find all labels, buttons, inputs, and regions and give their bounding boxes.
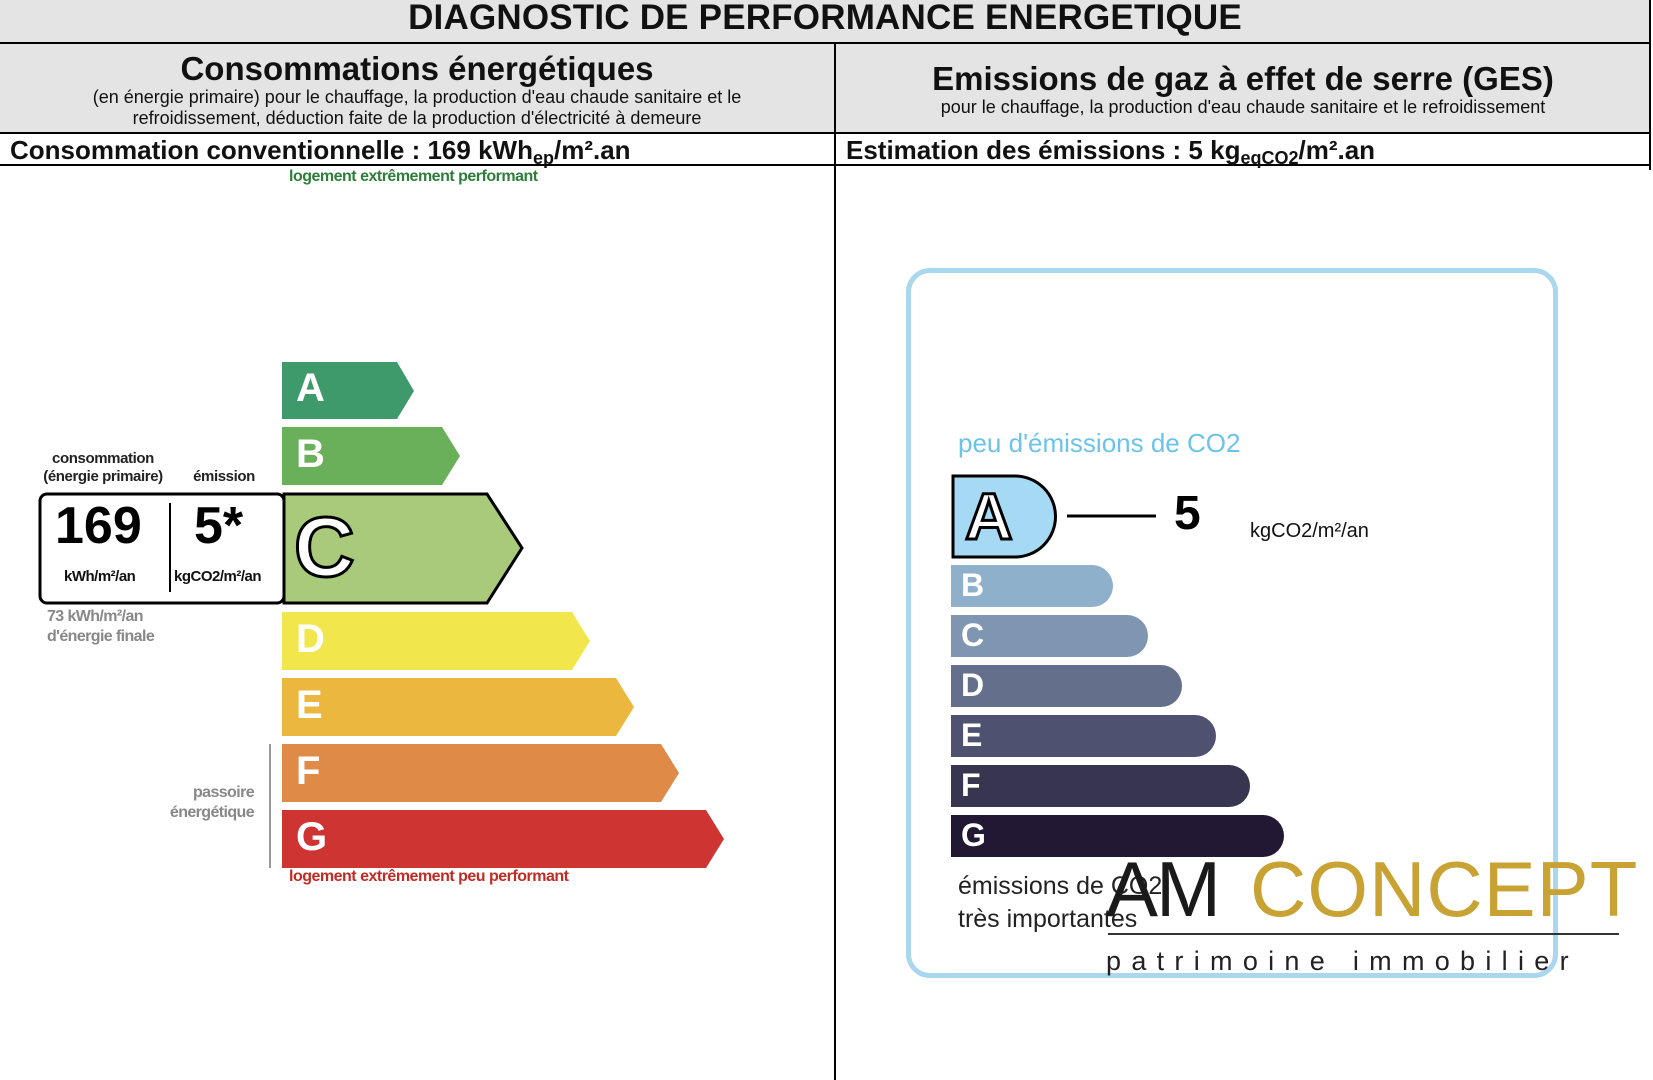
ges-bar-f <box>951 765 1250 807</box>
energy-bar-b <box>282 427 460 485</box>
energy-letter-b: B <box>296 432 325 476</box>
logo-divider <box>1108 933 1619 935</box>
ges-bar-g <box>951 815 1284 857</box>
energy-summary-suffix: /m².an <box>553 135 631 165</box>
emission-label: émission <box>193 468 255 485</box>
final-energy: 73 kWh/m²/an d'énergie finale <box>47 607 155 647</box>
energy-header: Consommations énergétiques (en énergie p… <box>0 44 834 134</box>
energy-label-bottom: logement extrêmement peu performant <box>289 868 569 885</box>
ges-letter-e: E <box>961 717 983 753</box>
page-title-banner: DIAGNOSTIC DE PERFORMANCE ENERGETIQUE <box>0 0 1650 44</box>
ges-header: Emissions de gaz à effet de serre (GES) … <box>836 44 1650 134</box>
consumption-label: consommation (énergie primaire) <box>36 450 170 486</box>
energy-bar-g <box>282 810 724 868</box>
energy-letter-g: G <box>296 815 328 859</box>
energy-summary: Consommation conventionnelle : 169 kWhep… <box>0 134 834 168</box>
energy-bar-a <box>282 362 414 419</box>
logo-concept: CONCEPT <box>1250 845 1639 933</box>
column-divider <box>834 44 836 1080</box>
ges-summary-prefix: Estimation des émissions : 5 kg <box>846 135 1241 165</box>
energy-summary-prefix: Consommation conventionnelle : 169 kWh <box>10 135 533 165</box>
ges-label-bottom-line1: émissions de CO2 <box>958 872 1163 900</box>
ges-letter-g: G <box>961 817 986 853</box>
passoire-label: passoire énergétique <box>150 783 255 823</box>
ges-bar-d <box>951 665 1182 707</box>
energy-subtitle-line1: (en énergie primaire) pour le chauffage,… <box>92 87 742 107</box>
ges-label-bottom: émissions de CO2 très importantes <box>958 870 1162 936</box>
passoire-line2: énergétique <box>169 804 255 821</box>
energy-bar-d <box>282 612 590 670</box>
ges-value: 5 <box>1174 487 1201 540</box>
energy-letter-a: A <box>296 366 325 410</box>
energy-subtitle-line2: refroidissement, déduction faite de la p… <box>132 108 702 128</box>
final-energy-line1: 73 kWh/m²/an <box>47 608 144 625</box>
energy-letter-c: C <box>293 499 357 596</box>
energy-summary-sub: ep <box>532 148 554 168</box>
final-energy-line2: d'énergie finale <box>47 628 155 645</box>
ges-label-top: peu d'émissions de CO2 <box>958 428 1241 458</box>
ges-bar-b <box>951 565 1113 607</box>
consumption-label-line2: (énergie primaire) <box>43 468 163 485</box>
ges-unit: kgCO2/m²/an <box>1250 520 1369 542</box>
ges-letter-f: F <box>961 767 981 803</box>
right-border <box>1649 0 1651 170</box>
ges-letter-a: A <box>964 479 1015 554</box>
energy-letter-d: D <box>296 617 325 661</box>
energy-heading: Consommations énergétiques <box>180 50 654 87</box>
energy-label-top: logement extrêmement performant <box>289 168 538 185</box>
ges-bar-e <box>951 715 1216 757</box>
ges-letter-d: D <box>961 667 985 703</box>
ges-panel <box>906 268 1558 978</box>
energy-bar-e <box>282 678 634 736</box>
consumption-value: 169 <box>55 497 142 555</box>
energy-value-box <box>38 492 286 605</box>
consumption-unit: kWh/m²/an <box>64 568 136 585</box>
emission-unit: kgCO2/m²/an <box>174 568 262 585</box>
ges-summary: Estimation des émissions : 5 kgeqCO2/m².… <box>836 134 1650 168</box>
ges-bar-c <box>951 615 1148 657</box>
ges-heading: Emissions de gaz à effet de serre (GES) <box>932 60 1554 97</box>
logo-am: AM <box>1106 845 1221 933</box>
ges-subtitle: pour le chauffage, la production d'eau c… <box>940 97 1546 117</box>
energy-bar-f <box>282 744 679 802</box>
passoire-line1: passoire <box>192 784 255 801</box>
ges-bar-a <box>951 474 1057 559</box>
ges-letter-c: C <box>961 617 985 653</box>
energy-letter-e: E <box>296 683 323 727</box>
consumption-label-line1: consommation <box>52 450 154 467</box>
ges-label-bottom-line2: très importantes <box>958 905 1138 933</box>
ges-summary-sub: eqCO2 <box>1240 148 1299 168</box>
ges-letter-b: B <box>961 567 985 603</box>
logo-tagline: patrimoine immobilier <box>1106 946 1579 976</box>
page-title: DIAGNOSTIC DE PERFORMANCE ENERGETIQUE <box>408 0 1242 37</box>
emission-value: 5* <box>194 497 244 555</box>
energy-letter-f: F <box>296 749 321 793</box>
ges-summary-suffix: /m².an <box>1298 135 1376 165</box>
